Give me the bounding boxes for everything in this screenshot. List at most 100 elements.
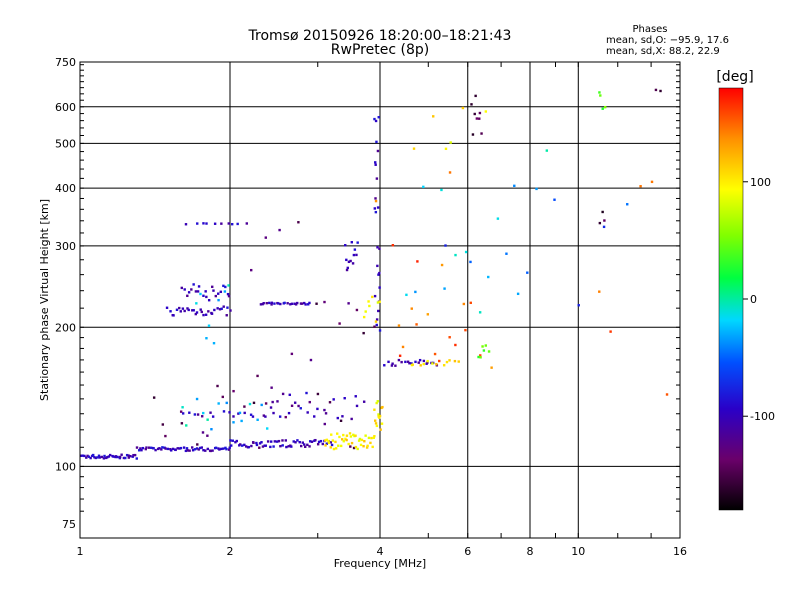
data-point	[169, 310, 172, 313]
data-point	[218, 308, 222, 311]
data-point	[335, 432, 339, 435]
data-point	[303, 301, 306, 305]
data-point	[281, 392, 285, 396]
data-point	[444, 244, 447, 247]
data-point	[355, 308, 359, 312]
data-point	[224, 446, 227, 450]
data-point	[89, 456, 92, 460]
data-point	[324, 412, 328, 415]
data-point	[268, 301, 271, 305]
phases-x-stats: mean, sd,X: 88.2, 22.9	[606, 46, 720, 57]
data-point	[200, 310, 203, 314]
data-point	[379, 428, 382, 431]
data-point	[340, 438, 344, 441]
data-point	[462, 302, 466, 306]
data-point	[461, 106, 465, 110]
data-point	[276, 400, 279, 403]
data-point	[308, 301, 311, 305]
data-point	[176, 447, 179, 450]
data-point	[331, 439, 335, 442]
data-point	[192, 309, 195, 312]
data-point	[346, 266, 349, 270]
data-point	[227, 294, 231, 298]
data-point	[281, 439, 284, 442]
data-point	[201, 431, 205, 434]
data-point	[166, 447, 170, 451]
data-point	[368, 304, 371, 308]
data-point	[332, 398, 335, 401]
data-point	[178, 447, 181, 450]
data-point	[378, 300, 381, 303]
data-point	[390, 364, 394, 367]
y-tick-label: 100	[55, 460, 76, 473]
data-point	[186, 294, 189, 298]
data-point	[179, 446, 183, 450]
data-point	[306, 303, 310, 306]
data-point	[470, 103, 473, 106]
data-point	[292, 440, 295, 443]
data-point	[92, 453, 95, 457]
data-point	[373, 408, 376, 411]
data-point	[513, 184, 516, 188]
data-point	[288, 393, 291, 397]
data-point	[211, 449, 214, 452]
data-point	[347, 442, 350, 446]
data-point	[202, 313, 205, 317]
data-point	[214, 446, 218, 450]
data-point	[374, 320, 378, 323]
data-point	[212, 341, 216, 345]
data-point	[330, 443, 334, 447]
data-point	[273, 440, 277, 443]
data-point	[374, 419, 377, 422]
data-point	[262, 414, 266, 417]
data-point	[96, 456, 99, 459]
data-point	[255, 443, 259, 447]
data-point	[287, 445, 290, 448]
data-point	[484, 110, 488, 113]
y-tick-label: 750	[55, 56, 76, 69]
data-point	[206, 447, 210, 451]
data-point	[464, 250, 468, 254]
y-tick-label: 500	[55, 137, 76, 150]
data-point	[239, 443, 242, 446]
data-point	[553, 198, 556, 201]
data-point	[432, 115, 435, 118]
data-point	[356, 447, 359, 451]
data-point	[297, 404, 300, 408]
data-point	[426, 359, 429, 363]
data-point	[160, 448, 163, 451]
chart-title-line2: RwPretec (8p)	[331, 42, 429, 58]
data-point	[473, 112, 476, 116]
data-point	[232, 421, 235, 424]
data-point	[306, 443, 309, 447]
data-point	[349, 259, 352, 263]
y-tick-label: 300	[55, 240, 76, 253]
grid-lines	[80, 62, 680, 538]
data-point	[360, 438, 364, 442]
data-point	[81, 454, 84, 457]
data-point	[426, 361, 429, 364]
data-point	[188, 411, 191, 414]
data-point	[216, 384, 219, 388]
data-point	[366, 444, 369, 448]
data-point	[345, 268, 349, 272]
data-point	[316, 407, 319, 411]
data-point	[484, 344, 488, 347]
data-point	[161, 423, 165, 426]
data-point	[374, 163, 377, 166]
data-point	[170, 449, 173, 452]
data-point	[356, 241, 359, 244]
data-point	[86, 454, 89, 458]
data-point	[479, 354, 482, 357]
data-point	[270, 301, 274, 304]
data-point	[206, 434, 209, 437]
data-point	[191, 449, 195, 452]
data-point	[199, 308, 202, 311]
data-point	[194, 312, 197, 316]
data-point	[204, 313, 208, 316]
data-point	[355, 404, 359, 408]
data-point	[200, 446, 203, 449]
data-point	[209, 411, 212, 414]
data-point	[227, 284, 230, 287]
data-point	[419, 364, 422, 367]
